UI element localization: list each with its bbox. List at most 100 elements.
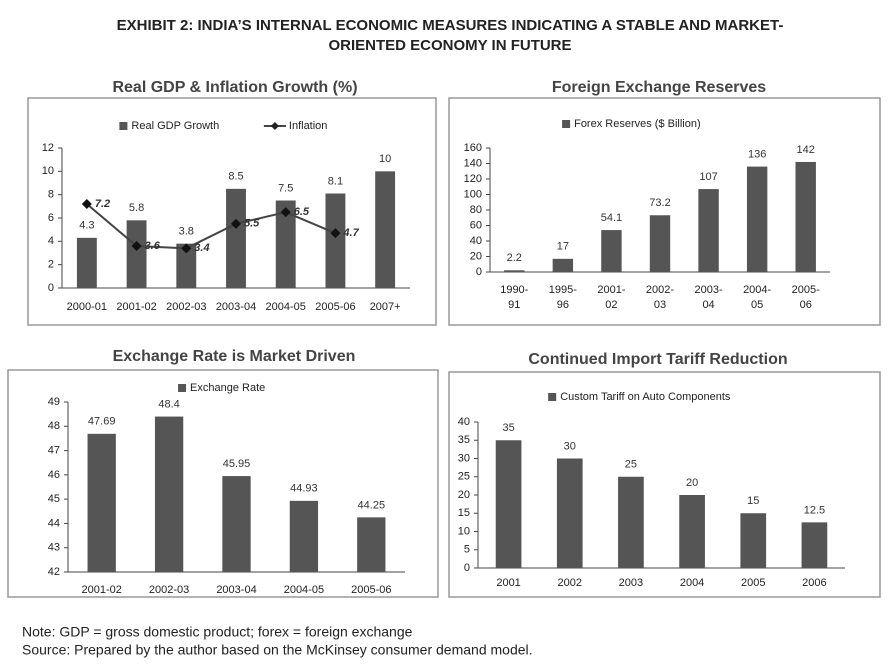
panel	[448, 97, 881, 326]
bar	[601, 230, 622, 272]
data-label: 25	[625, 459, 637, 471]
y-tick-label: 8	[48, 189, 54, 201]
x-tick-label: 1990-	[500, 284, 528, 296]
y-tick-label: 49	[48, 396, 60, 408]
y-tick-label: 20	[470, 250, 482, 262]
x-tick-label: 2002-03	[149, 584, 189, 596]
panel	[448, 371, 881, 598]
y-tick-label: 40	[470, 235, 482, 247]
data-label: 5.5	[244, 218, 260, 230]
y-tick-label: 48	[48, 420, 60, 432]
x-tick-label: 2004-05	[284, 584, 324, 596]
data-label: 45.95	[223, 458, 251, 470]
legend-label: Forex Reserves ($ Billion)	[574, 118, 701, 130]
note: Note: GDP = gross domestic product; fore…	[22, 624, 413, 640]
data-label: 54.1	[601, 212, 622, 224]
y-tick-label: 15	[458, 507, 470, 519]
data-label: 15	[747, 495, 759, 507]
bar	[176, 243, 197, 288]
data-label: 6.5	[294, 206, 310, 218]
bar	[556, 458, 583, 568]
bar	[504, 270, 525, 272]
data-label: 7.5	[278, 182, 293, 194]
x-tick-label: 04	[702, 299, 714, 311]
x-tick-label: 2003	[619, 577, 643, 589]
marker	[131, 241, 142, 251]
y-tick-label: 40	[458, 416, 470, 428]
bar	[226, 188, 246, 288]
bar	[618, 476, 644, 568]
y-tick-label: 120	[464, 173, 482, 185]
bar	[275, 200, 296, 288]
data-label: 3.6	[145, 240, 161, 252]
x-tick-label: 03	[654, 299, 666, 311]
x-tick-label: 2006	[802, 577, 826, 589]
chart-title: Foreign Exchange Reserves	[552, 79, 766, 96]
chart-title: Real GDP & Inflation Growth (%)	[112, 79, 357, 96]
bar	[801, 522, 828, 568]
legend-label: Custom Tariff on Auto Components	[560, 391, 731, 403]
legend-label: Real GDP Growth	[131, 120, 219, 132]
x-tick-label: 2004-05	[266, 301, 306, 313]
x-tick-label: 1995-	[549, 284, 577, 296]
data-label: 12.5	[804, 504, 825, 516]
bar	[698, 189, 719, 272]
x-tick-label: 06	[800, 299, 812, 311]
bar	[87, 433, 116, 572]
bar	[552, 258, 574, 272]
y-tick-label: 46	[48, 469, 60, 481]
data-label: 136	[748, 149, 766, 161]
data-label: 30	[564, 440, 576, 452]
data-label: 48.4	[158, 398, 179, 410]
marker	[181, 243, 192, 254]
x-tick-label: 2003-04	[216, 584, 256, 596]
y-tick-label: 35	[458, 434, 470, 446]
data-label: 47.69	[88, 416, 116, 428]
y-tick-label: 42	[48, 566, 60, 578]
x-tick-label: 2003-04	[216, 301, 256, 313]
y-tick-label: 44	[48, 517, 60, 529]
x-tick-label: 2002-	[646, 284, 674, 296]
data-label: 107	[699, 171, 717, 183]
panel	[27, 97, 437, 326]
y-tick-label: 45	[48, 493, 60, 505]
data-label: 44.93	[290, 483, 318, 495]
data-label: 8.5	[228, 171, 243, 183]
data-label: 142	[797, 144, 815, 156]
bar	[740, 513, 767, 568]
y-tick-label: 10	[458, 525, 470, 537]
y-tick-label: 10	[42, 165, 54, 177]
chart-title: Continued Import Tariff Reduction	[528, 351, 787, 368]
y-tick-label: 25	[458, 471, 470, 483]
legend-swatch	[562, 120, 571, 128]
x-tick-label: 2005	[741, 577, 765, 589]
y-tick-label: 0	[464, 562, 470, 574]
y-tick-label: 160	[464, 142, 482, 154]
y-tick-label: 100	[464, 188, 482, 200]
y-tick-label: 6	[48, 212, 54, 224]
bar	[357, 517, 386, 572]
data-label: 10	[379, 153, 391, 165]
marker	[81, 199, 92, 209]
bar	[495, 440, 522, 568]
x-tick-label: 2001-02	[82, 584, 122, 596]
bar	[76, 237, 97, 288]
chart-title: Exchange Rate is Market Driven	[113, 348, 356, 365]
bar	[289, 500, 319, 572]
bar	[325, 193, 346, 288]
y-tick-label: 2	[48, 259, 54, 271]
x-tick-label: 02	[605, 299, 617, 311]
data-label: 20	[686, 477, 698, 489]
bar	[649, 215, 671, 272]
y-tick-label: 43	[48, 542, 60, 554]
legend-swatch	[178, 384, 187, 392]
legend-label: Exchange Rate	[190, 382, 265, 394]
y-tick-label: 30	[458, 452, 470, 464]
marker	[330, 228, 341, 239]
bar	[375, 171, 396, 288]
line	[86, 203, 336, 250]
marker	[280, 207, 291, 218]
bar	[154, 416, 184, 572]
legend-swatch	[119, 122, 128, 130]
